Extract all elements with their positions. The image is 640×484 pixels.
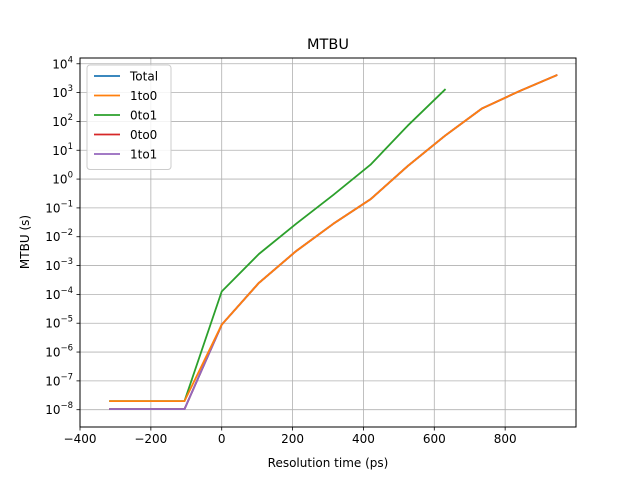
y-tick-label: 10−6 [45, 344, 73, 360]
legend-label-1to0: 1to0 [130, 89, 157, 103]
x-tick-label: −200 [134, 432, 167, 446]
y-tick-label: 10−5 [45, 315, 73, 331]
legend-box [86, 64, 172, 170]
y-axis-ticks: 10−8 10−7 10−6 10−5 10−4 10−3 10−2 10−1 100 101 10… [45, 55, 80, 417]
y-tick-label: 103 [52, 84, 73, 100]
y-tick-label: 100 [52, 171, 73, 187]
x-tick-label: 400 [352, 432, 375, 446]
x-tick-label: 800 [494, 432, 517, 446]
y-tick-label: 10−8 [45, 401, 73, 417]
legend-label-0to1: 0to1 [130, 109, 157, 123]
y-tick-label: 104 [52, 55, 73, 71]
x-axis-ticks: −400 −200 0 200 400 600 800 [64, 427, 517, 446]
x-axis-label: Resolution time (ps) [268, 456, 389, 470]
chart-title: MTBU [307, 37, 349, 53]
axes-frame [79, 57, 577, 428]
grid [80, 58, 576, 427]
x-tick-label: 200 [281, 432, 304, 446]
y-tick-label: 10−4 [45, 286, 73, 302]
legend-label-total: Total [129, 70, 158, 84]
y-tick-label: 102 [52, 113, 73, 129]
legend-label-0to0: 0to0 [130, 128, 157, 142]
y-tick-label: 10−1 [45, 199, 73, 215]
series-line-1to0 [109, 74, 558, 403]
legend: Total 1to0 0to1 0to0 1to1 [86, 64, 172, 170]
x-tick-label: 600 [423, 432, 446, 446]
x-tick-label: −400 [64, 432, 97, 446]
y-tick-label: 10−2 [45, 228, 73, 244]
series-layer [109, 74, 558, 411]
y-axis-label: MTBU (s) [18, 215, 32, 269]
y-tick-label: 101 [52, 142, 73, 158]
y-tick-label: 10−3 [45, 257, 73, 273]
legend-label-1to1: 1to1 [130, 148, 157, 162]
series-line-0to1 [109, 88, 447, 403]
x-tick-label: 0 [218, 432, 226, 446]
y-tick-label: 10−7 [45, 372, 73, 388]
